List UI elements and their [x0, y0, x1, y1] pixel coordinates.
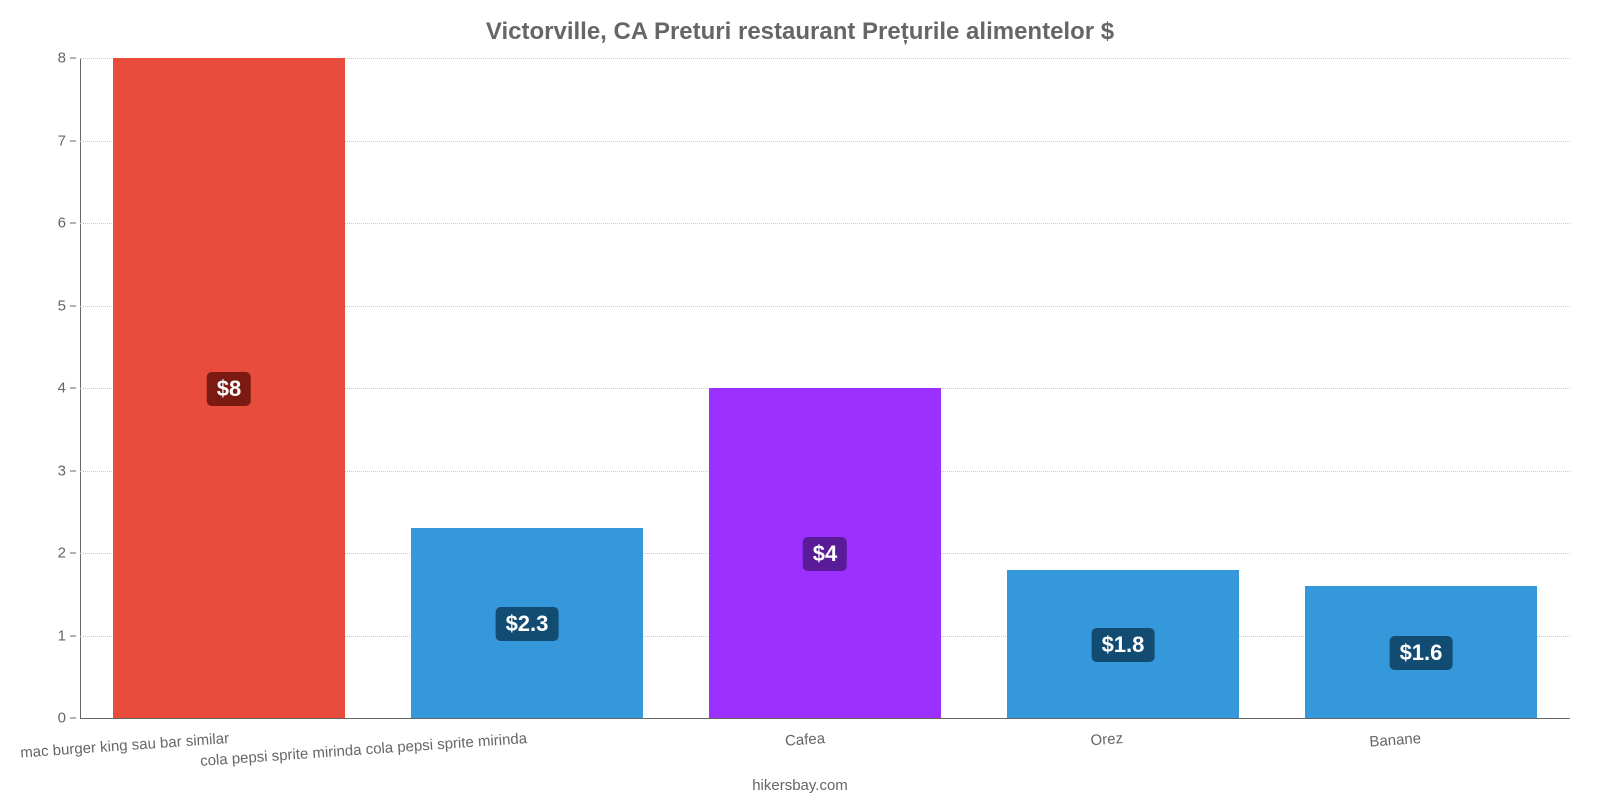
bar-value-label: $1.6: [1390, 636, 1453, 670]
y-tick-mark: [70, 305, 76, 306]
bar-value-label: $1.8: [1092, 628, 1155, 662]
y-tick-label: 6: [58, 215, 66, 232]
plot-area: $8 $2.3 $4 $1.8 $1.6: [80, 58, 1570, 718]
x-tick-label: mac burger king sau bar similar: [20, 730, 230, 762]
y-tick-mark: [70, 140, 76, 141]
x-tick-label: Orez: [1090, 730, 1124, 749]
bar-value-label: $4: [803, 537, 847, 571]
y-tick-mark: [70, 470, 76, 471]
y-tick-label: 3: [58, 462, 66, 479]
x-tick-label: cola pepsi sprite mirinda cola pepsi spr…: [200, 730, 528, 770]
y-tick-mark: [70, 223, 76, 224]
x-axis-line: [80, 718, 1570, 719]
chart-title: Victorville, CA Preturi restaurant Prețu…: [0, 18, 1600, 46]
bar: $1.6: [1305, 586, 1537, 718]
y-tick-mark: [70, 553, 76, 554]
y-tick-label: 2: [58, 545, 66, 562]
x-tick-label: Cafea: [784, 730, 825, 750]
y-tick-label: 5: [58, 297, 66, 314]
y-tick-label: 4: [58, 380, 66, 397]
y-tick-mark: [70, 388, 76, 389]
y-tick-mark: [70, 635, 76, 636]
y-tick-label: 1: [58, 627, 66, 644]
bar: $4: [709, 388, 941, 718]
credit-text: hikersbay.com: [0, 777, 1600, 794]
bar-value-label: $8: [207, 372, 251, 406]
chart-container: Victorville, CA Preturi restaurant Prețu…: [0, 0, 1600, 800]
x-axis-labels: mac burger king sau bar similarcola peps…: [80, 724, 1570, 774]
bar: $2.3: [411, 528, 643, 718]
y-axis: 012345678: [0, 58, 80, 718]
bar: $8: [113, 58, 345, 718]
y-tick-label: 8: [58, 50, 66, 67]
y-tick-label: 7: [58, 132, 66, 149]
x-tick-label: Banane: [1369, 730, 1422, 751]
y-tick-label: 0: [58, 710, 66, 727]
bar: $1.8: [1007, 570, 1239, 719]
y-tick-mark: [70, 718, 76, 719]
y-tick-mark: [70, 58, 76, 59]
bar-value-label: $2.3: [496, 607, 559, 641]
